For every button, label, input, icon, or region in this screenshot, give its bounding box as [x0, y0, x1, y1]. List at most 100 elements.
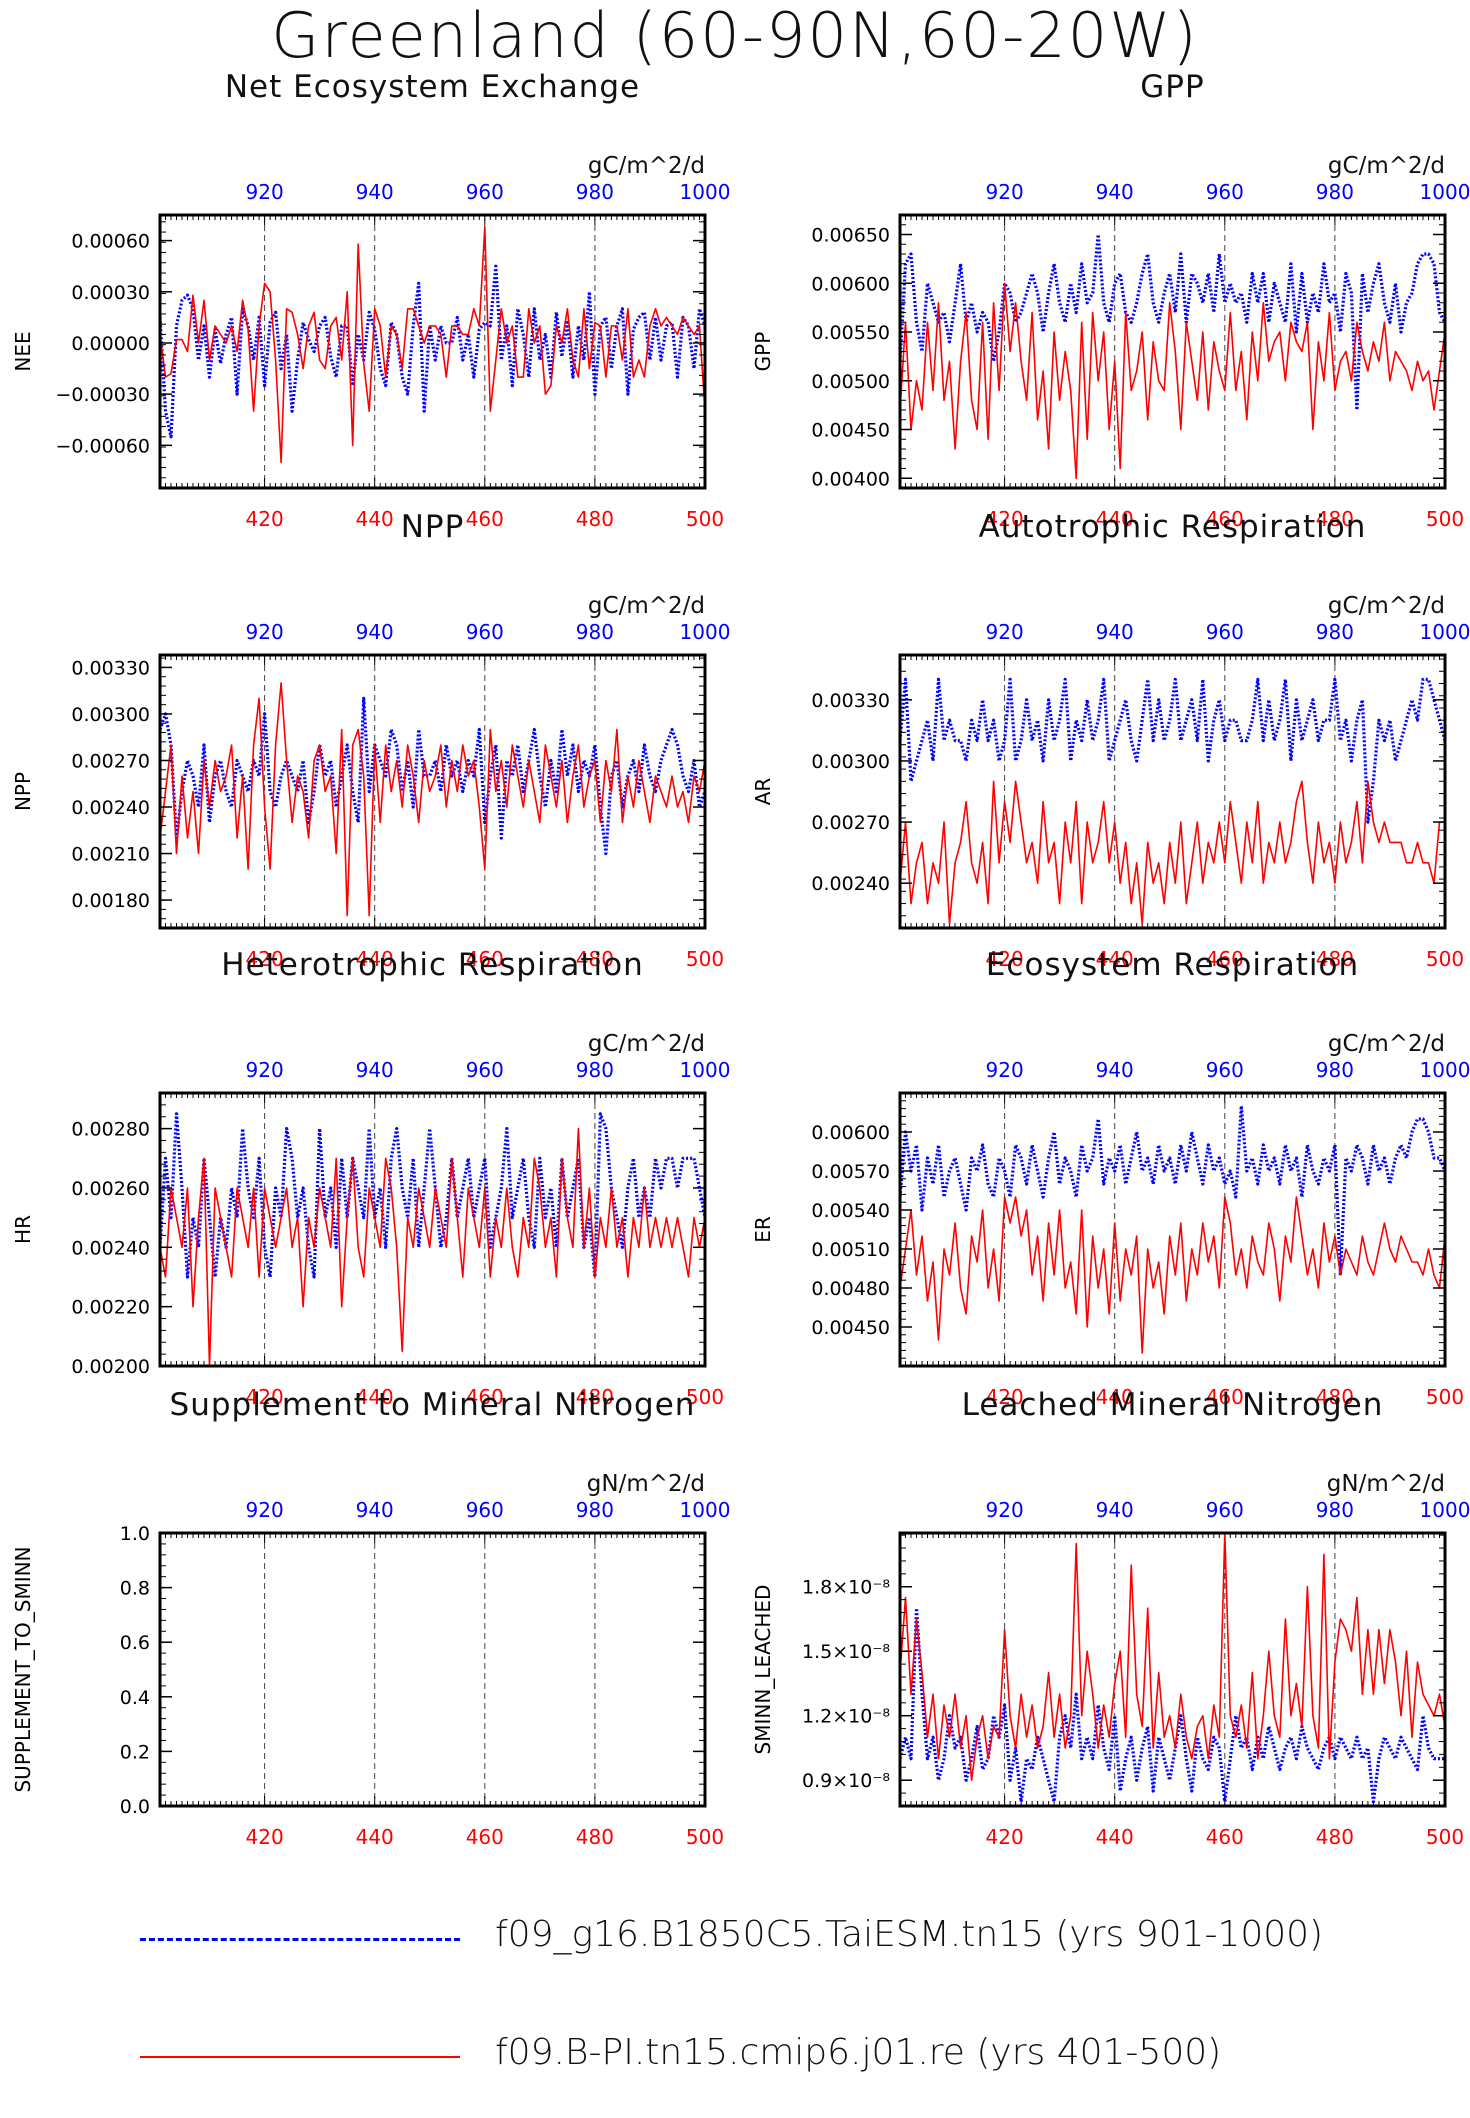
x-tick-label-bottom: 440 [1096, 1385, 1134, 1409]
y-tick-label: 0.00540 [811, 1200, 890, 1222]
x-tick-label-bottom: 460 [466, 507, 504, 531]
x-tick-label-top: 960 [466, 620, 504, 644]
x-tick-label-top: 940 [356, 620, 394, 644]
x-tick-label-bottom: 500 [1426, 507, 1464, 531]
x-tick-label-top: 980 [576, 1058, 614, 1082]
x-tick-label-top: 980 [1316, 620, 1354, 644]
x-tick-label-bottom: 480 [1316, 507, 1354, 531]
y-tick-label: 1.2×10⁻⁸ [802, 1706, 890, 1728]
x-tick-label-bottom: 460 [1206, 947, 1244, 971]
chart-panel: Ecosystem Respiration gC/m^2/d 0.00450 0.00… [751, 947, 1470, 1409]
y-tick-label: 0.00300 [71, 704, 150, 726]
y-tick-label: 0.0 [120, 1796, 150, 1818]
series-line-cmip6 [899, 282, 1446, 480]
plot-frame [158, 1531, 707, 1808]
x-tick-label-bottom: 420 [986, 507, 1024, 531]
units-label: gN/m^2/d [1327, 1471, 1445, 1497]
y-tick-label: −0.00060 [56, 435, 151, 457]
x-tick-label-bottom: 480 [1316, 1825, 1354, 1849]
plot-frame [898, 653, 1447, 930]
y-tick-label: 0.00200 [71, 1356, 150, 1378]
x-tick-label-top: 1000 [1420, 180, 1470, 204]
x-tick-label-bottom: 500 [1426, 1825, 1464, 1849]
x-tick-label-bottom: 480 [576, 507, 614, 531]
series-line-taiesm [898, 1104, 1447, 1277]
plot-frame [158, 653, 707, 930]
x-tick-label-bottom: 440 [1096, 507, 1134, 531]
x-tick-label-top: 940 [1096, 1058, 1134, 1082]
y-tick-label: 0.00450 [811, 1317, 890, 1339]
x-tick-label-bottom: 480 [576, 947, 614, 971]
x-tick-label-bottom: 460 [466, 1385, 504, 1409]
units-label: gC/m^2/d [1328, 593, 1445, 619]
y-tick-label: −0.00030 [56, 384, 151, 406]
x-tick-label-bottom: 420 [986, 1825, 1024, 1849]
x-tick-label-top: 960 [466, 180, 504, 204]
y-tick-label: 0.00180 [71, 890, 150, 912]
legend-entry-cmip6: f09.B-PI.tn15.cmip6.j01.re (yrs 401-500) [140, 2028, 1390, 2088]
x-tick-label-top: 920 [986, 1498, 1024, 1522]
x-tick-label-bottom: 440 [356, 1385, 394, 1409]
series-line-cmip6 [159, 682, 706, 917]
chart-panel: Leached Mineral Nitrogen gN/m^2/d 0.9×10⁻⁸… [751, 1387, 1470, 1849]
y-tick-label: 0.00480 [811, 1278, 890, 1300]
series-line-taiesm [158, 1112, 707, 1279]
series-line-cmip6 [899, 1532, 1446, 1781]
x-tick-label-bottom: 500 [686, 1385, 724, 1409]
x-tick-label-bottom: 500 [686, 1825, 724, 1849]
x-tick-label-bottom: 500 [1426, 1385, 1464, 1409]
y-tick-label: 0.00220 [71, 1297, 150, 1319]
x-tick-label-bottom: 480 [1316, 947, 1354, 971]
y-tick-label: 0.00330 [71, 657, 150, 679]
units-label: gN/m^2/d [587, 1471, 705, 1497]
x-tick-label-top: 960 [466, 1058, 504, 1082]
x-tick-label-top: 980 [1316, 1498, 1354, 1522]
x-tick-label-top: 1000 [680, 1058, 731, 1082]
chart-panel: Net Ecosystem Exchange gC/m^2/d −0.00060 −0… [11, 69, 730, 531]
panels: Net Ecosystem Exchange gC/m^2/d −0.00060 −0… [11, 69, 1470, 1849]
x-tick-label-bottom: 460 [1206, 1825, 1244, 1849]
x-tick-label-top: 940 [1096, 620, 1134, 644]
x-tick-label-bottom: 420 [246, 1385, 284, 1409]
x-tick-label-top: 940 [356, 1058, 394, 1082]
y-tick-label: 0.6 [120, 1632, 150, 1654]
legend-label: f09.B-PI.tn15.cmip6.j01.re (yrs 401-500) [495, 2032, 1222, 2073]
y-tick-label: 0.00570 [811, 1161, 890, 1183]
y-axis-label: SUPPLEMENT_TO_SMINN [11, 1546, 35, 1792]
x-tick-label-bottom: 420 [986, 1385, 1024, 1409]
x-tick-label-top: 940 [356, 1498, 394, 1522]
legend-entry-taiesm: f09_g16.B1850C5.TaiESM.tn15 (yrs 901-100… [140, 1910, 1390, 1970]
x-tick-label-top: 920 [246, 1498, 284, 1522]
units-label: gC/m^2/d [588, 1031, 705, 1057]
x-tick-label-top: 960 [466, 1498, 504, 1522]
x-tick-label-bottom: 440 [356, 507, 394, 531]
chart-title: Net Ecosystem Exchange [225, 69, 640, 105]
x-tick-label-top: 920 [246, 180, 284, 204]
x-tick-label-bottom: 460 [466, 1825, 504, 1849]
chart-panel: GPP gC/m^2/d 0.00400 0.00450 0.00500 0.00550 0… [751, 69, 1470, 531]
x-tick-label-top: 980 [1316, 180, 1354, 204]
legend-line-solid [140, 2056, 460, 2058]
y-tick-label: 0.00270 [811, 812, 890, 834]
x-tick-label-bottom: 500 [686, 507, 724, 531]
x-tick-label-bottom: 420 [246, 947, 284, 971]
legend-line-dashed [140, 1938, 460, 1941]
x-tick-label-bottom: 500 [686, 947, 724, 971]
x-tick-label-top: 1000 [1420, 1498, 1470, 1522]
x-tick-label-top: 980 [576, 620, 614, 644]
y-tick-label: 0.00030 [71, 282, 150, 304]
x-tick-label-top: 920 [986, 1058, 1024, 1082]
series-line-taiesm [158, 264, 707, 439]
x-tick-label-bottom: 460 [1206, 507, 1244, 531]
x-tick-label-top: 920 [246, 1058, 284, 1082]
x-tick-label-bottom: 440 [1096, 947, 1134, 971]
y-tick-label: 0.00060 [71, 231, 150, 253]
legend-label: f09_g16.B1850C5.TaiESM.tn15 (yrs 901-100… [495, 1914, 1324, 1955]
units-label: gC/m^2/d [1328, 1031, 1445, 1057]
y-tick-label: 0.00270 [71, 750, 150, 772]
x-tick-label-top: 940 [356, 180, 394, 204]
y-tick-label: 0.00510 [811, 1239, 890, 1261]
chart-title: NPP [401, 509, 465, 545]
x-tick-label-top: 1000 [680, 1498, 731, 1522]
